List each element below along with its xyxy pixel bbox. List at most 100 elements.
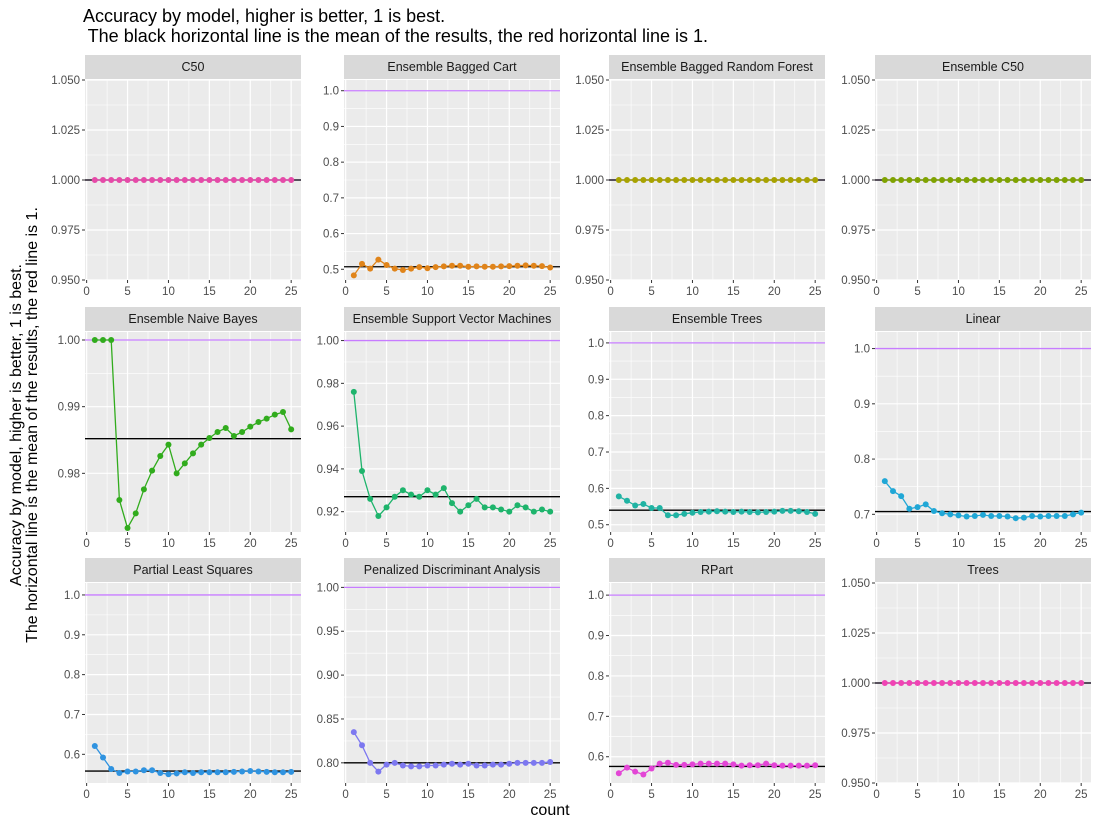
data-point: [498, 761, 505, 768]
data-point: [539, 506, 545, 513]
data-point: [615, 770, 622, 777]
panel-strip-label: Ensemble C50: [942, 60, 1024, 74]
data-point: [522, 504, 529, 511]
x-tick-label: 25: [1075, 286, 1088, 298]
data-point: [440, 485, 447, 492]
x-tick-label: 10: [952, 538, 965, 550]
data-point: [383, 504, 390, 511]
data-point: [181, 460, 188, 467]
x-tick-label: 0: [83, 538, 89, 550]
data-point: [1070, 511, 1076, 518]
data-point: [632, 502, 639, 509]
data-point: [689, 509, 696, 516]
y-tick-label: 1.000: [841, 175, 870, 187]
data-point: [664, 177, 671, 183]
x-tick-label: 25: [285, 538, 298, 550]
x-tick-label: 5: [648, 538, 654, 550]
x-tick-label: 10: [686, 286, 699, 298]
x-tick-label: 0: [342, 538, 348, 550]
data-point: [481, 762, 488, 769]
data-point: [681, 510, 688, 517]
data-point: [473, 762, 480, 769]
x-tick-label: 20: [244, 286, 257, 298]
data-point: [1012, 177, 1019, 183]
x-tick-label: 20: [768, 789, 781, 801]
x-tick-label: 20: [768, 538, 781, 550]
data-point: [930, 508, 937, 515]
data-point: [214, 177, 221, 183]
data-point: [514, 502, 521, 509]
x-tick-label: 10: [952, 286, 965, 298]
data-point: [124, 177, 131, 183]
data-point: [1020, 177, 1027, 183]
data-point: [465, 502, 472, 509]
data-point: [473, 263, 480, 270]
x-tick-label: 20: [1034, 538, 1047, 550]
panel-background: [609, 332, 825, 532]
data-point: [116, 770, 123, 777]
data-point: [922, 501, 929, 508]
data-point: [214, 769, 221, 776]
x-tick-label: 15: [993, 538, 1006, 550]
data-point: [383, 761, 390, 768]
panel-strip-label: Ensemble Trees: [672, 312, 762, 326]
data-point: [939, 177, 946, 183]
data-point: [1078, 177, 1085, 183]
x-tick-label: 5: [383, 286, 389, 298]
data-point: [804, 177, 810, 183]
x-tick-label: 0: [873, 789, 879, 801]
data-point: [689, 761, 696, 768]
y-tick-label: 0.7: [588, 447, 604, 459]
x-tick-label: 25: [544, 538, 557, 550]
data-point: [214, 429, 221, 435]
panel-strip-label: Penalized Discriminant Analysis: [364, 563, 540, 577]
data-point: [656, 177, 663, 183]
data-point: [140, 486, 147, 493]
data-point: [408, 491, 415, 498]
data-point: [190, 770, 196, 777]
data-point: [1012, 515, 1019, 522]
x-tick-label: 5: [383, 789, 389, 801]
data-point: [416, 763, 423, 770]
data-point: [91, 177, 98, 183]
y-tick-label: 0.8: [64, 670, 80, 682]
data-point: [271, 411, 278, 418]
data-point: [988, 512, 995, 519]
data-point: [190, 450, 196, 457]
data-point: [140, 177, 147, 183]
data-point: [1037, 177, 1044, 183]
data-point: [890, 680, 896, 686]
data-point: [506, 760, 513, 767]
panel-strip-label: C50: [182, 60, 205, 74]
data-point: [754, 509, 761, 516]
panel-background: [344, 583, 560, 783]
y-tick-label: 1.025: [841, 628, 870, 640]
data-point: [722, 177, 729, 183]
data-point: [149, 177, 156, 183]
data-point: [432, 762, 439, 769]
y-tick-label: 0.950: [841, 275, 870, 287]
x-tick-label: 20: [1034, 789, 1047, 801]
data-point: [255, 419, 262, 425]
data-point: [980, 680, 986, 686]
data-point: [222, 177, 229, 183]
data-point: [263, 415, 270, 422]
data-point: [359, 742, 365, 749]
x-tick-label: 15: [993, 286, 1006, 298]
data-point: [1029, 512, 1036, 519]
x-tick-label: 0: [83, 286, 89, 298]
x-tick-label: 10: [686, 538, 699, 550]
y-tick-label: 1.000: [575, 175, 604, 187]
data-point: [615, 493, 622, 500]
data-point: [132, 510, 139, 517]
data-point: [108, 766, 115, 773]
data-point: [763, 177, 770, 183]
data-point: [988, 177, 995, 183]
x-tick-label: 0: [607, 538, 613, 550]
x-tick-label: 25: [809, 538, 822, 550]
data-point: [754, 762, 761, 769]
y-tick-label: 0.975: [841, 225, 870, 237]
data-point: [1029, 680, 1036, 686]
data-point: [247, 423, 254, 430]
x-tick-label: 10: [421, 286, 434, 298]
